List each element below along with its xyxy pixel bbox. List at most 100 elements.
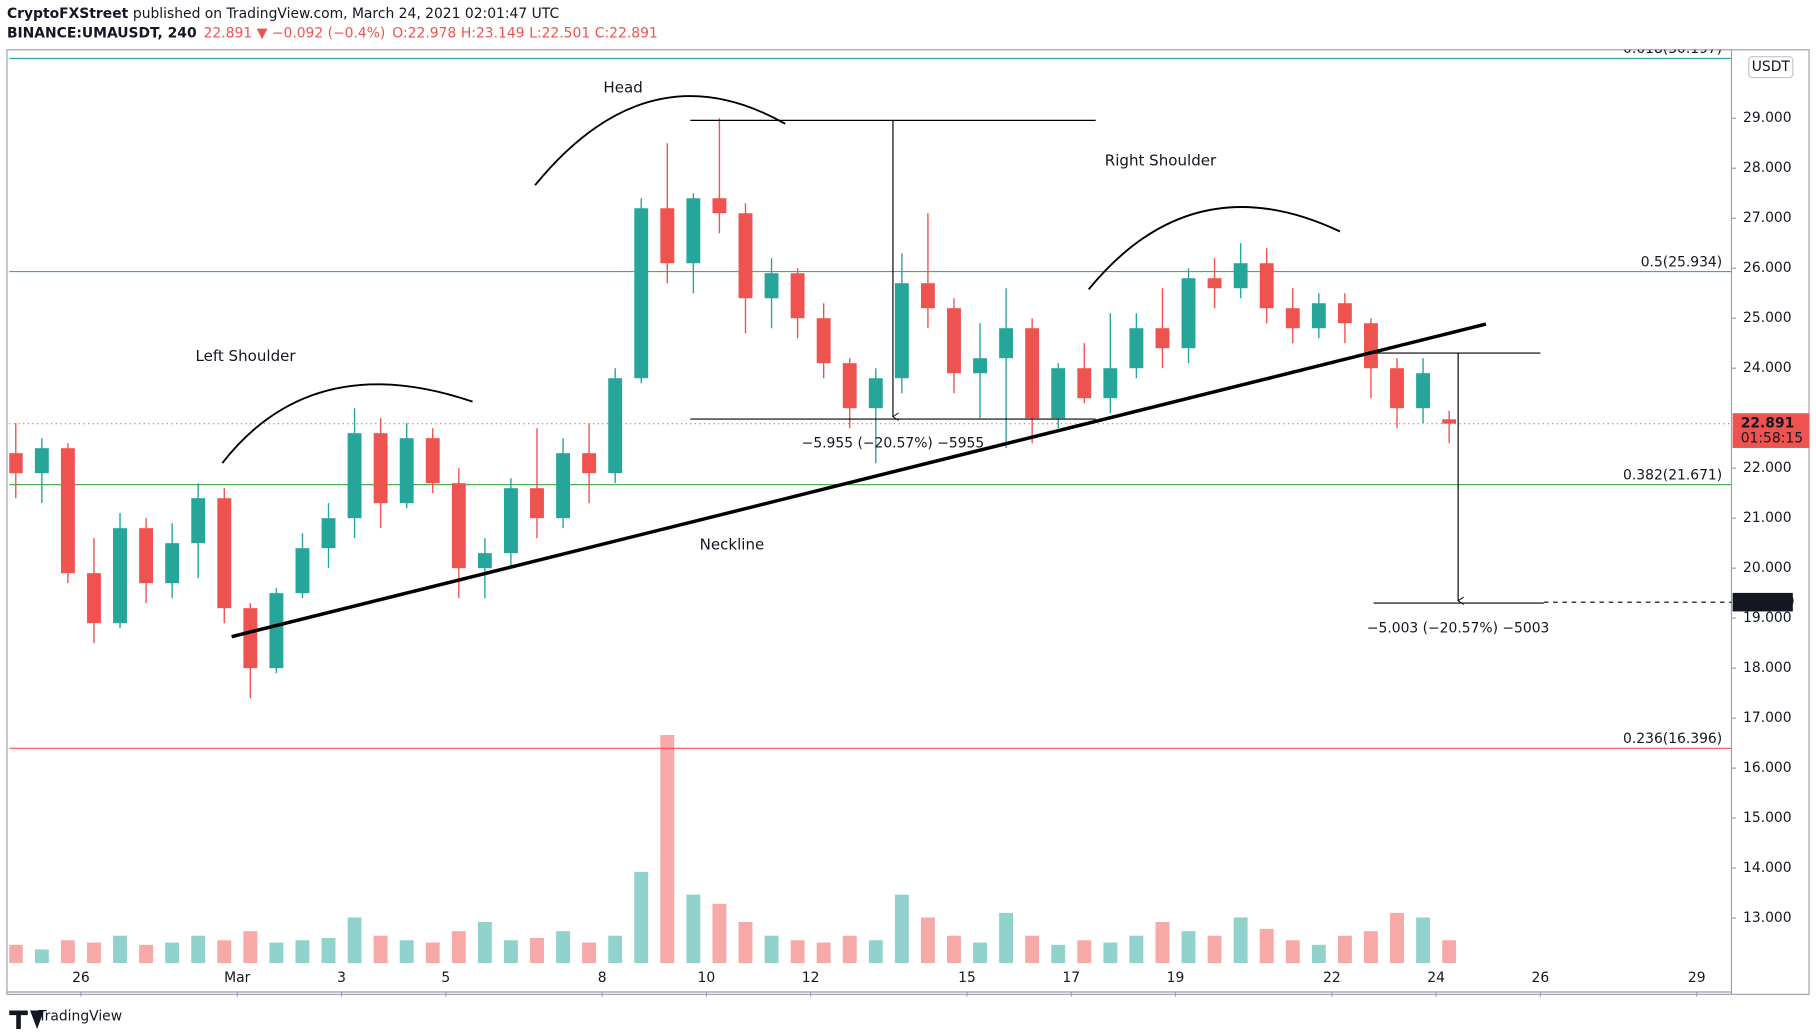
volume-bar xyxy=(477,922,492,964)
volume-bar xyxy=(425,942,440,964)
head-arc xyxy=(534,95,786,186)
volume-bar xyxy=(347,917,362,964)
fib-label: 0.382(21.671) xyxy=(1623,467,1722,483)
candle-body xyxy=(1363,323,1378,369)
volume-bar xyxy=(165,942,180,964)
volume-bar xyxy=(321,937,336,964)
volume-bar xyxy=(1390,912,1404,964)
annotation: Left Shoulder xyxy=(195,347,296,365)
candle-body xyxy=(295,548,310,594)
volume-bar xyxy=(660,735,675,964)
x-tick-label: 3 xyxy=(337,970,346,986)
x-tick-label: 10 xyxy=(698,970,716,986)
candle-body xyxy=(608,378,623,474)
volume-bar xyxy=(608,935,623,964)
fib-label: 0.236(16.396) xyxy=(1623,731,1722,747)
candle-body xyxy=(191,498,206,544)
x-tick-label: 8 xyxy=(598,970,607,986)
plot: 0.618(30.197) 0.5(25.934) 0.382(21.671) 0.2… xyxy=(9,50,1732,964)
volume-bar xyxy=(1233,917,1248,964)
volume-bar xyxy=(764,935,779,964)
candle-body xyxy=(1259,263,1274,309)
volume-bar xyxy=(973,942,987,964)
volume-bar xyxy=(1207,935,1222,964)
candle-body xyxy=(582,453,597,474)
x-tick-label: 26 xyxy=(72,970,90,986)
overlay: 13.000 14.000 15.000 16.000 17.000 18.000 19.0… xyxy=(72,110,1810,997)
candle-body xyxy=(660,208,675,264)
volume-bar xyxy=(399,940,414,964)
candle-body xyxy=(712,198,727,214)
measure-lines xyxy=(690,119,1544,605)
candle-body xyxy=(973,358,987,374)
volume-bar xyxy=(139,944,154,964)
last-price-label: 22.891 xyxy=(1741,416,1795,432)
currency-box[interactable] xyxy=(1748,56,1794,79)
published: published on TradingView.com, March 24, … xyxy=(133,6,559,22)
volume-bar xyxy=(1337,935,1352,964)
volume-bar xyxy=(191,935,206,964)
candle-body xyxy=(1233,263,1248,289)
volume-bar xyxy=(217,940,232,964)
x-tick-label: 22 xyxy=(1323,970,1341,986)
x-tick-label: 19 xyxy=(1167,970,1185,986)
volume-bar xyxy=(999,912,1014,964)
candle-body xyxy=(634,208,649,379)
measure-label: −5.003 (−20.57%) −5003 xyxy=(1367,621,1550,637)
last-price-box xyxy=(1732,413,1810,448)
volume-bar xyxy=(530,937,544,964)
candle-body xyxy=(1077,368,1092,399)
candle-body xyxy=(1129,328,1144,369)
candle-body xyxy=(165,543,180,584)
symbol: BINANCE:UMAUSDT, 240 xyxy=(7,26,197,42)
candle-body xyxy=(1181,278,1196,349)
candle-body xyxy=(1311,303,1326,329)
volume-bar xyxy=(269,942,284,964)
y-tick-label: 20.000 xyxy=(1743,560,1792,576)
y-tick-label: 26.000 xyxy=(1743,260,1792,276)
x-tick-label: 15 xyxy=(958,970,976,986)
volume-bar xyxy=(1285,940,1300,964)
y-tick-label: 21.000 xyxy=(1743,510,1792,526)
candle-body xyxy=(530,488,544,519)
y-tick-label: 14.000 xyxy=(1743,860,1792,876)
candle-body xyxy=(269,593,284,669)
volume-bar xyxy=(816,942,831,964)
volume-bar xyxy=(1442,940,1457,964)
publisher: CryptoFXStreet xyxy=(7,6,129,22)
ohlc-open: O:22.978 xyxy=(392,26,456,42)
candle-body xyxy=(373,433,388,504)
candle-body xyxy=(1416,373,1431,409)
volume-bar xyxy=(113,935,127,964)
volume-bar xyxy=(947,935,961,964)
candle-body xyxy=(894,283,909,379)
volume-bar xyxy=(894,894,909,964)
x-tick-label: 24 xyxy=(1427,970,1445,986)
candle-body xyxy=(1285,308,1300,329)
volume-bar xyxy=(87,942,101,964)
candle-body xyxy=(347,433,362,519)
annotation: Head xyxy=(603,78,642,96)
y-tick-label: 25.000 xyxy=(1743,310,1792,326)
volume-bar xyxy=(1103,942,1118,964)
candle-body xyxy=(816,318,831,364)
volume-bar xyxy=(582,942,597,964)
x-tick-label: 12 xyxy=(802,970,820,986)
candle-body xyxy=(1155,328,1170,349)
annotation: Neckline xyxy=(700,536,765,554)
candle-body xyxy=(947,308,961,374)
volume-bar xyxy=(373,935,388,964)
ohlc-high: H:23.149 xyxy=(461,26,525,42)
volume-bar xyxy=(1025,935,1040,964)
neckline xyxy=(231,322,1487,639)
volume-bar xyxy=(634,871,649,964)
y-tick-label: 18.000 xyxy=(1743,660,1792,676)
candle-body xyxy=(87,573,101,624)
candle-body xyxy=(1025,328,1040,419)
candle-body xyxy=(1390,368,1404,409)
candle-body xyxy=(1051,368,1066,419)
candle-body xyxy=(321,518,336,549)
volume-bar xyxy=(243,931,258,964)
